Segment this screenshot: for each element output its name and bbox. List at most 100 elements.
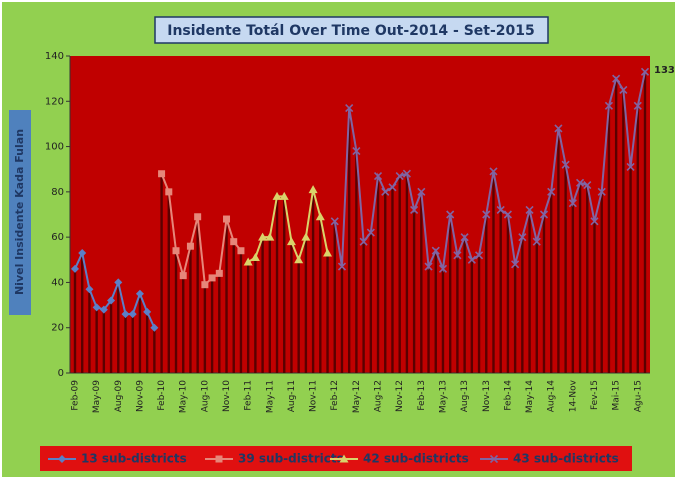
point <box>503 210 512 219</box>
point <box>612 74 621 83</box>
bar <box>145 311 149 373</box>
point <box>438 264 448 273</box>
point <box>272 191 282 200</box>
x-tick-label: Aug-13 <box>460 380 470 412</box>
legend-marker <box>489 454 499 464</box>
point <box>460 233 469 242</box>
bar <box>607 105 611 374</box>
bar <box>564 164 567 373</box>
point <box>172 247 180 255</box>
point <box>165 188 173 196</box>
x-tick-label: Aug-11 <box>287 380 297 412</box>
bar <box>542 214 546 373</box>
point <box>410 205 419 215</box>
title-box <box>154 16 549 44</box>
point <box>633 101 642 110</box>
x-tick-label: Feb-13 <box>417 380 427 411</box>
legend-item: 42 sub-districts <box>330 452 469 466</box>
x-tick-label: May-10 <box>179 380 189 413</box>
bar <box>232 241 235 373</box>
bar <box>434 250 437 373</box>
bar <box>412 209 416 373</box>
bar <box>398 176 401 373</box>
x-tick-label: Feb-12 <box>330 380 340 411</box>
point <box>279 191 289 200</box>
x-tick-label: Nov-13 <box>482 380 492 412</box>
point <box>597 187 606 196</box>
point <box>114 278 123 287</box>
point <box>590 217 599 226</box>
bar <box>550 191 553 373</box>
point <box>99 305 108 314</box>
legend-item: 13 sub-districts <box>48 452 187 466</box>
point <box>604 101 613 110</box>
point <box>194 213 202 221</box>
legend-item: 39 sub-districts <box>205 452 344 466</box>
legend-marker <box>339 454 349 463</box>
series-line <box>160 173 242 287</box>
point <box>330 217 339 226</box>
point <box>547 187 556 196</box>
data-label: 133 <box>654 65 675 76</box>
bar <box>369 232 373 373</box>
bar <box>578 182 582 373</box>
bar <box>124 314 127 373</box>
bar <box>189 246 192 373</box>
point <box>258 232 268 241</box>
bar <box>557 128 560 373</box>
bar <box>153 327 156 373</box>
bar <box>95 307 98 373</box>
bar <box>571 203 575 373</box>
bar <box>463 237 466 373</box>
point <box>150 323 159 332</box>
legend-label: 39 sub-districts <box>238 452 344 466</box>
point <box>446 210 455 219</box>
bar <box>73 268 77 373</box>
bar <box>311 189 315 373</box>
bar <box>283 196 286 373</box>
y-tick-label: 60 <box>51 232 64 243</box>
bar <box>528 209 531 373</box>
point <box>121 310 130 319</box>
point <box>467 255 476 264</box>
point <box>208 274 216 282</box>
point <box>186 242 194 250</box>
point <box>201 281 209 289</box>
y-axis-label: Nivel Insidente Kada Fulan <box>13 129 26 295</box>
bar <box>614 78 618 374</box>
y-tick-label: 100 <box>45 142 64 153</box>
legend-marker <box>215 455 223 463</box>
bar <box>109 300 113 373</box>
bar <box>81 252 84 373</box>
bar <box>102 309 106 373</box>
bar <box>362 241 365 373</box>
legend-marker <box>58 455 66 463</box>
bar <box>203 284 207 373</box>
y-label-box <box>9 110 31 315</box>
point <box>561 160 570 169</box>
point <box>381 187 390 196</box>
point <box>417 187 426 196</box>
bar <box>319 216 322 373</box>
point <box>402 169 411 178</box>
y-tick-label: 120 <box>45 96 64 107</box>
legend-item: 43 sub-districts <box>480 452 619 466</box>
point <box>583 180 592 190</box>
x-tick-label: Aug-10 <box>200 380 210 413</box>
point <box>230 238 238 246</box>
bar <box>391 187 394 373</box>
point <box>107 296 116 305</box>
point <box>482 210 491 219</box>
point <box>554 124 563 133</box>
legend-label: 13 sub-districts <box>81 452 187 466</box>
point <box>568 199 577 208</box>
bar <box>138 293 142 373</box>
point <box>359 237 368 246</box>
bar <box>254 257 257 373</box>
point <box>352 147 361 156</box>
bar <box>420 191 423 373</box>
point <box>395 171 404 181</box>
y-tick-label: 20 <box>51 323 64 334</box>
bar <box>174 250 178 373</box>
point <box>453 251 462 260</box>
